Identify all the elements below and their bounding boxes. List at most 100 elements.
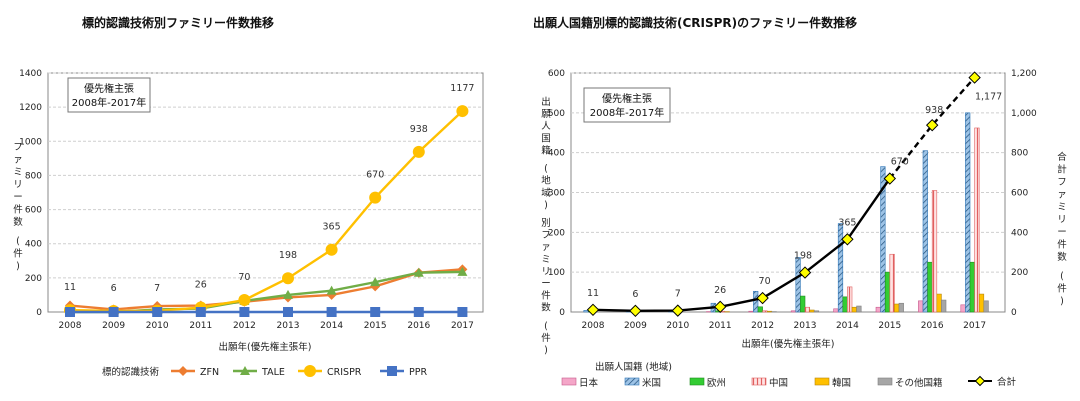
left-data-label: 6: [111, 283, 117, 294]
right-x-tick-label: 2013: [794, 321, 817, 331]
svg-text:フ: フ: [541, 230, 551, 241]
svg-text:(: (: [544, 164, 548, 175]
svg-text:リ: リ: [541, 266, 551, 277]
left-point-crispr: [369, 191, 382, 204]
right-y2-tick-label: 400: [1011, 228, 1028, 238]
right-total-line-solid: [592, 177, 891, 313]
left-data-label: 670: [366, 170, 384, 181]
left-data-label: 11: [64, 282, 76, 293]
left-data-label: 365: [323, 222, 341, 233]
left-data-label: 1177: [450, 83, 474, 94]
left-annotation-box: [67, 77, 151, 113]
svg-text:件: 件: [541, 332, 551, 344]
svg-text:): ): [16, 261, 20, 272]
right-legend-label-その他国籍: その他国籍: [895, 377, 943, 389]
svg-text:フ: フ: [13, 142, 23, 153]
right-y-tick-label: 300: [548, 189, 565, 199]
svg-text:合: 合: [1057, 151, 1067, 163]
right-x-tick-label: 2016: [921, 321, 944, 331]
right-x-tick-label: 2017: [963, 321, 986, 331]
right-total-data-label: 938: [925, 105, 943, 116]
left-x-tick-label: 2012: [233, 321, 256, 331]
right-y2-tick-label: 1,000: [1011, 109, 1037, 119]
svg-text:(: (: [1060, 271, 1064, 282]
right-legend-label-日本: 日本: [579, 377, 599, 389]
svg-text:別: 別: [541, 218, 551, 229]
left-point-tale: [370, 277, 381, 287]
right-bar-米国: [880, 166, 886, 313]
right-x-tick-label: 2008: [582, 321, 605, 331]
right-bar-韓国: [978, 293, 985, 313]
right-total-data-label: 26: [714, 285, 726, 296]
right-legend-total-swatch-marker: [974, 375, 986, 387]
right-bar-中国: [931, 190, 938, 313]
svg-text:国: 国: [541, 133, 551, 144]
left-x-tick-label: 2011: [189, 321, 212, 331]
right-total-data-label: 365: [838, 217, 856, 228]
right-total-point: [968, 71, 981, 84]
svg-text:件: 件: [541, 290, 551, 302]
right-y-tick-label: 200: [548, 228, 565, 238]
left-series-line-zfn: [69, 268, 463, 311]
svg-text:): ): [544, 345, 548, 356]
svg-text:ー: ー: [541, 279, 551, 290]
left-annotation-line: 優先権主張: [84, 82, 134, 95]
left-point-crispr: [456, 105, 469, 118]
right-y-tick-label: 400: [548, 149, 565, 159]
right-bar-その他国籍: [898, 302, 904, 313]
left-chart-title: 標的認識技術別ファミリー件数推移: [82, 16, 275, 30]
left-legend-label-crispr: CRISPR: [327, 367, 362, 378]
right-total-point: [841, 233, 854, 246]
svg-text:件: 件: [13, 247, 23, 259]
left-point-ppr: [195, 307, 206, 317]
right-bar-米国: [837, 223, 844, 313]
left-point-ppr: [370, 307, 381, 317]
left-point-crispr: [412, 145, 425, 158]
svg-text:ミ: ミ: [541, 254, 551, 265]
left-point-ppr: [283, 307, 293, 317]
left-x-tick-label: 2016: [407, 321, 430, 331]
right-total-point: [713, 300, 727, 314]
left-x-tick-label: 2010: [146, 321, 169, 331]
left-x-tick-label: 2013: [277, 321, 300, 331]
left-point-crispr: [325, 243, 338, 256]
left-y-tick-label: 600: [25, 206, 42, 216]
svg-text:人: 人: [541, 121, 551, 132]
right-bar-日本: [875, 306, 881, 313]
svg-text:リ: リ: [13, 180, 23, 191]
right-legend-label-total: 合計: [997, 376, 1017, 388]
left-y-tick-label: 1000: [19, 137, 42, 147]
right-bar-韓国: [766, 310, 773, 313]
left-legend-swatch-marker: [178, 366, 188, 376]
right-total-data-label: 6: [632, 289, 638, 300]
svg-text:リ: リ: [1057, 215, 1067, 226]
right-legend-label-韓国: 韓国: [832, 378, 851, 389]
left-point-crispr: [238, 294, 251, 307]
right-x-axis-label: 出願年(優先権主張年): [742, 338, 835, 350]
svg-text:): ): [544, 200, 548, 211]
left-legend-title: 標的認識技術: [102, 366, 160, 378]
right-bar-米国: [965, 112, 971, 313]
svg-text:地: 地: [541, 175, 551, 187]
left-legend-label-zfn: ZFN: [200, 367, 219, 378]
left-legend-label-tale: TALE: [261, 367, 285, 378]
right-y2-tick-label: 0: [1011, 308, 1017, 318]
left-x-tick-label: 2014: [320, 321, 343, 331]
right-legend-label-米国: 米国: [642, 377, 661, 389]
right-bar-日本: [918, 300, 924, 313]
left-legend-swatch-marker: [304, 365, 316, 377]
svg-text:(: (: [16, 236, 20, 247]
right-y2-tick-label: 600: [1011, 189, 1028, 199]
right-bar-日本: [790, 310, 797, 313]
right-bar-欧州: [842, 296, 848, 313]
left-x-tick-label: 2017: [451, 321, 474, 331]
left-y-axis-label: ファミリー件数(件): [13, 142, 23, 272]
left-data-label: 26: [195, 280, 207, 291]
right-y-tick-label: 0: [559, 308, 565, 318]
left-y-tick-label: 1400: [19, 69, 42, 79]
left-point-ppr: [108, 307, 119, 317]
left-point-ppr: [239, 307, 250, 317]
right-bar-中国: [804, 306, 810, 313]
svg-text:出: 出: [541, 96, 551, 108]
svg-text:ー: ー: [1057, 227, 1067, 238]
